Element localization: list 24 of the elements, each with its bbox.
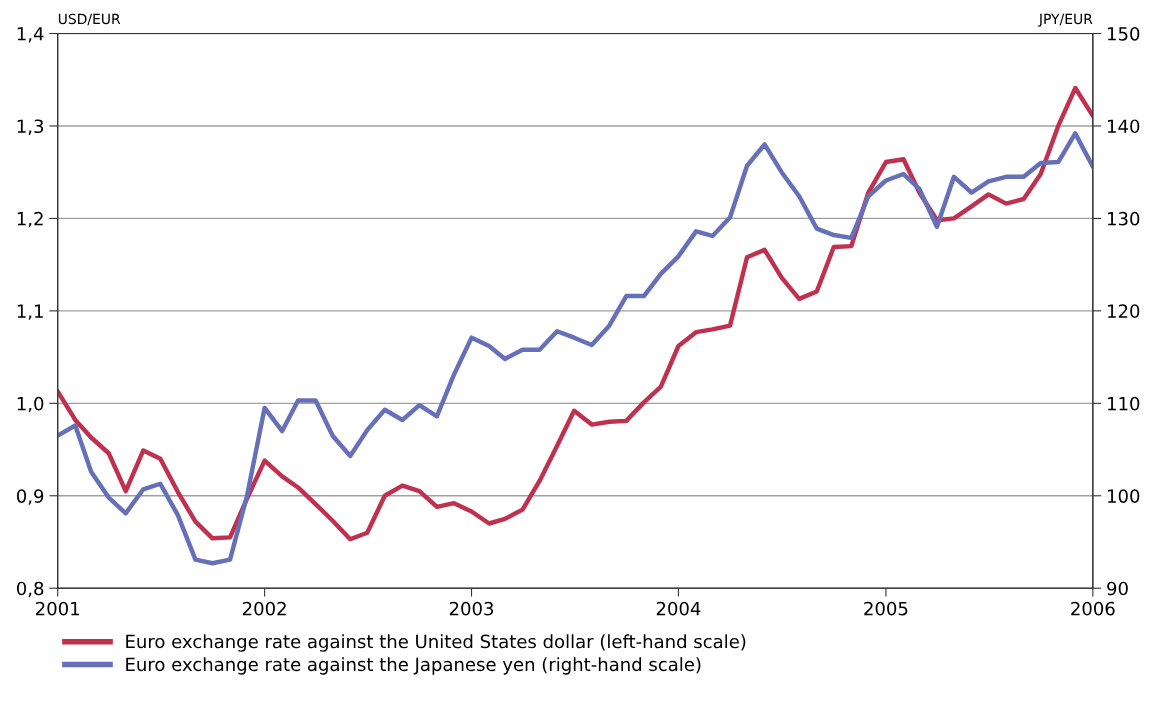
- y2-axis-title: JPY/EUR: [1038, 13, 1093, 27]
- x-tick-label: 2005: [864, 601, 908, 616]
- x-tick-label: 2006: [1071, 601, 1115, 616]
- y2-tick-label: 120: [1108, 304, 1140, 318]
- y-tick-label: 0,9: [16, 489, 44, 505]
- y-axis-title: USD/EUR: [58, 13, 121, 26]
- y2-tick-label: 130: [1108, 211, 1140, 226]
- y2-tick-label: 90: [1107, 581, 1128, 596]
- y-tick-label: 1,2: [17, 211, 43, 228]
- x-tick-label: 2001: [36, 601, 80, 616]
- y2-tick-label: 150: [1108, 26, 1140, 41]
- y-tick-label: 0,8: [16, 581, 44, 598]
- y2-tick-label: 110: [1108, 396, 1140, 411]
- legend-label: Euro exchange rate against the Japanese yen (right-hand scale): [126, 657, 701, 675]
- y-tick-label: 1,1: [17, 304, 43, 320]
- y-tick-label: 1,3: [17, 119, 44, 135]
- x-tick-label: 2004: [656, 601, 701, 616]
- x-tick-label: 2002: [242, 601, 286, 616]
- x-tick-label: 2003: [449, 601, 494, 616]
- y-tick-label: 1,4: [17, 27, 44, 43]
- y2-tick-label: 100: [1108, 489, 1140, 503]
- legend-label: Euro exchange rate against the United States dollar (left-hand scale): [126, 634, 746, 652]
- y2-tick-label: 140: [1108, 119, 1140, 134]
- y-tick-label: 1,0: [17, 396, 44, 413]
